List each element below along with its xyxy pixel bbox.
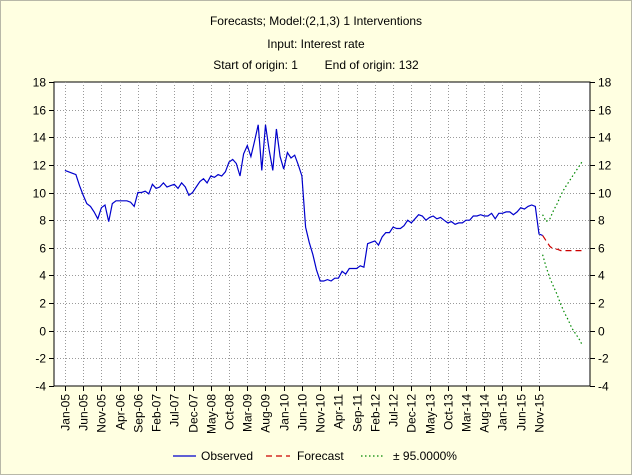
x-tick-label: Feb-07 [150,394,164,432]
y-tick-label-left: 12 [33,159,47,173]
y-tick-label-right: 10 [598,187,612,201]
chart-subtitle: Input: Interest rate [267,37,365,51]
legend-label-0: Observed [201,449,253,463]
x-tick-label: May-13 [424,394,438,434]
grid-lines [54,82,590,386]
y-tick-label-left: 4 [39,269,46,283]
y-tick-label-left: 10 [33,187,47,201]
y-tick-label-right: 2 [598,297,605,311]
y-tick-label-left: -4 [35,380,46,394]
x-tick-label: Nov-05 [95,394,109,433]
x-tick-label: Aug-14 [478,394,492,433]
y-tick-label-right: 16 [598,104,612,118]
legend: Observed Forecast ± 95.0000% [173,449,457,463]
x-tick-label: Sep-06 [132,394,146,433]
x-tick-label: Oct-08 [223,394,237,430]
x-tick-label: Sep-11 [351,394,365,432]
forecast-line [542,235,583,252]
y-tick-label-left: 16 [33,104,47,118]
y-tick-label-right: -2 [598,352,609,366]
x-tick-label: Apr-06 [114,394,128,430]
y-tick-label-left: 8 [39,214,46,228]
y-tick-label-left: 18 [33,76,47,90]
y-tick-label-right: 4 [598,269,605,283]
y-tick-label-right: -4 [598,380,609,394]
x-tick-label: Jun-10 [296,394,310,431]
chart-title: Forecasts; Model:(2,1,3) 1 Interventions [209,14,423,28]
x-tick-label: Jan-15 [496,394,510,431]
x-tick-label: Feb-12 [369,394,383,432]
x-tick-label: Jun-15 [515,394,529,431]
series-layer [64,124,584,347]
x-tick-label: Nov-15 [533,394,547,433]
plot-area [53,81,591,387]
y-tick-label-left: -2 [35,352,46,366]
legend-label-1: Forecast [297,449,344,463]
y-tick-label-left: 0 [39,325,46,339]
axes: -4 -4 -2 -2 0 0 2 2 4 4 6 6 8 8 10 10 12 12 14 14 16 16 18 18 Ja… [33,76,612,435]
x-tick-label: Jan-05 [59,394,73,431]
y-tick-label-right: 14 [598,131,612,145]
legend-label-2: ± 95.0000% [393,449,457,463]
x-tick-label: Aug-09 [259,394,273,433]
y-tick-label-left: 6 [39,242,46,256]
y-tick-label-left: 14 [33,131,47,145]
x-tick-label: Jan-10 [278,394,292,431]
x-tick-label: Nov-10 [314,394,328,433]
y-tick-label-right: 8 [598,214,605,228]
x-tick-label: Mar-09 [241,394,255,432]
origin-label: Start of origin: 1 End of origin: 132 [213,58,419,72]
x-tick-label: May-08 [205,394,219,434]
x-tick-label: Jul-07 [168,394,182,427]
y-tick-label-right: 6 [598,242,605,256]
x-tick-label: Oct-13 [442,394,456,430]
x-tick-label: Apr-11 [332,394,346,429]
y-tick-label-right: 12 [598,159,612,173]
x-tick-label: Mar-14 [460,394,474,432]
y-tick-label-left: 2 [39,297,46,311]
x-tick-label: Jul-12 [387,394,401,427]
x-tick-label: Dec-12 [405,394,419,433]
y-tick-label-right: 18 [598,76,612,90]
x-tick-label: Dec-07 [187,394,201,433]
x-tick-label: Jun-05 [77,394,91,431]
y-tick-label-right: 0 [598,325,605,339]
observed-line [64,124,543,282]
